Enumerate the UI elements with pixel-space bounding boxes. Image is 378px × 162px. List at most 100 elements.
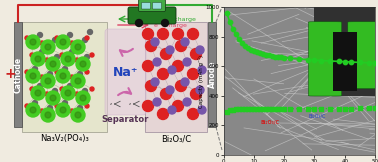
Circle shape bbox=[53, 37, 57, 42]
Circle shape bbox=[70, 109, 74, 113]
Circle shape bbox=[26, 35, 40, 49]
Point bbox=[366, 107, 372, 110]
Circle shape bbox=[85, 70, 89, 74]
Bar bbox=[14, 22, 22, 127]
Circle shape bbox=[30, 39, 36, 45]
Circle shape bbox=[60, 107, 66, 113]
Circle shape bbox=[56, 35, 70, 49]
Point bbox=[239, 41, 245, 44]
Point bbox=[251, 108, 257, 110]
FancyBboxPatch shape bbox=[128, 7, 176, 24]
Circle shape bbox=[196, 86, 204, 94]
Circle shape bbox=[71, 40, 85, 54]
Point bbox=[272, 55, 278, 58]
Circle shape bbox=[146, 81, 156, 92]
Circle shape bbox=[151, 38, 159, 46]
Circle shape bbox=[85, 54, 90, 59]
Circle shape bbox=[33, 100, 37, 105]
Circle shape bbox=[60, 73, 66, 79]
Circle shape bbox=[85, 36, 89, 40]
Circle shape bbox=[168, 106, 176, 114]
Circle shape bbox=[181, 78, 189, 86]
Circle shape bbox=[168, 66, 176, 74]
Point bbox=[266, 54, 272, 57]
Circle shape bbox=[45, 78, 51, 84]
Circle shape bbox=[90, 53, 94, 57]
Circle shape bbox=[161, 48, 172, 59]
Point bbox=[260, 108, 266, 110]
Point bbox=[318, 107, 324, 110]
Text: +: + bbox=[4, 68, 16, 81]
Point bbox=[278, 107, 284, 110]
Circle shape bbox=[56, 69, 70, 83]
Point bbox=[260, 53, 266, 55]
Circle shape bbox=[65, 56, 71, 62]
Circle shape bbox=[62, 100, 68, 105]
Text: Na₃V₂(PO₄)₃: Na₃V₂(PO₄)₃ bbox=[40, 134, 89, 144]
Circle shape bbox=[40, 41, 44, 45]
Circle shape bbox=[80, 95, 86, 101]
Circle shape bbox=[75, 92, 79, 96]
Circle shape bbox=[143, 60, 153, 71]
Circle shape bbox=[85, 104, 89, 108]
Circle shape bbox=[31, 86, 45, 100]
Circle shape bbox=[135, 19, 143, 27]
Circle shape bbox=[26, 69, 40, 83]
Circle shape bbox=[25, 104, 29, 108]
Point bbox=[248, 108, 254, 110]
Circle shape bbox=[45, 112, 51, 118]
Circle shape bbox=[35, 90, 41, 96]
Circle shape bbox=[71, 108, 85, 122]
Point bbox=[269, 107, 275, 110]
Circle shape bbox=[61, 52, 75, 66]
Circle shape bbox=[77, 71, 82, 76]
Bar bbox=[208, 22, 216, 127]
FancyBboxPatch shape bbox=[138, 0, 166, 12]
FancyBboxPatch shape bbox=[308, 22, 342, 96]
Circle shape bbox=[181, 38, 189, 46]
Circle shape bbox=[172, 29, 183, 40]
Circle shape bbox=[48, 105, 53, 110]
Circle shape bbox=[37, 83, 42, 88]
Circle shape bbox=[30, 87, 34, 91]
Y-axis label: Capacity (mAh g⁻¹): Capacity (mAh g⁻¹) bbox=[198, 54, 204, 108]
Circle shape bbox=[60, 53, 64, 57]
Point bbox=[348, 61, 354, 63]
Point bbox=[342, 107, 348, 110]
Point bbox=[305, 107, 311, 110]
Circle shape bbox=[40, 109, 44, 113]
Circle shape bbox=[183, 58, 191, 66]
FancyBboxPatch shape bbox=[152, 2, 161, 9]
Circle shape bbox=[50, 95, 56, 101]
Bar bbox=[22, 22, 107, 132]
Circle shape bbox=[75, 44, 81, 50]
Circle shape bbox=[37, 33, 42, 37]
Circle shape bbox=[40, 75, 44, 79]
Circle shape bbox=[45, 92, 49, 96]
Point bbox=[278, 56, 284, 58]
Circle shape bbox=[87, 29, 93, 35]
Point bbox=[245, 47, 251, 50]
Circle shape bbox=[75, 78, 81, 84]
Circle shape bbox=[191, 88, 201, 99]
Circle shape bbox=[46, 57, 60, 71]
Circle shape bbox=[196, 46, 204, 54]
Circle shape bbox=[55, 36, 59, 40]
Point bbox=[275, 56, 281, 58]
Point bbox=[251, 50, 257, 52]
Point bbox=[336, 60, 342, 63]
Point bbox=[257, 108, 263, 110]
Point bbox=[242, 108, 248, 110]
Circle shape bbox=[153, 98, 161, 106]
Text: Cathode: Cathode bbox=[14, 56, 23, 93]
Point bbox=[227, 21, 233, 23]
Text: Bi₂O₃/C: Bi₂O₃/C bbox=[308, 113, 326, 118]
Point bbox=[311, 107, 318, 110]
Circle shape bbox=[70, 75, 74, 79]
Point bbox=[366, 62, 372, 64]
Circle shape bbox=[41, 40, 55, 54]
Circle shape bbox=[45, 44, 51, 50]
Circle shape bbox=[62, 66, 68, 71]
Bar bbox=[145, 22, 207, 132]
Circle shape bbox=[183, 98, 191, 106]
